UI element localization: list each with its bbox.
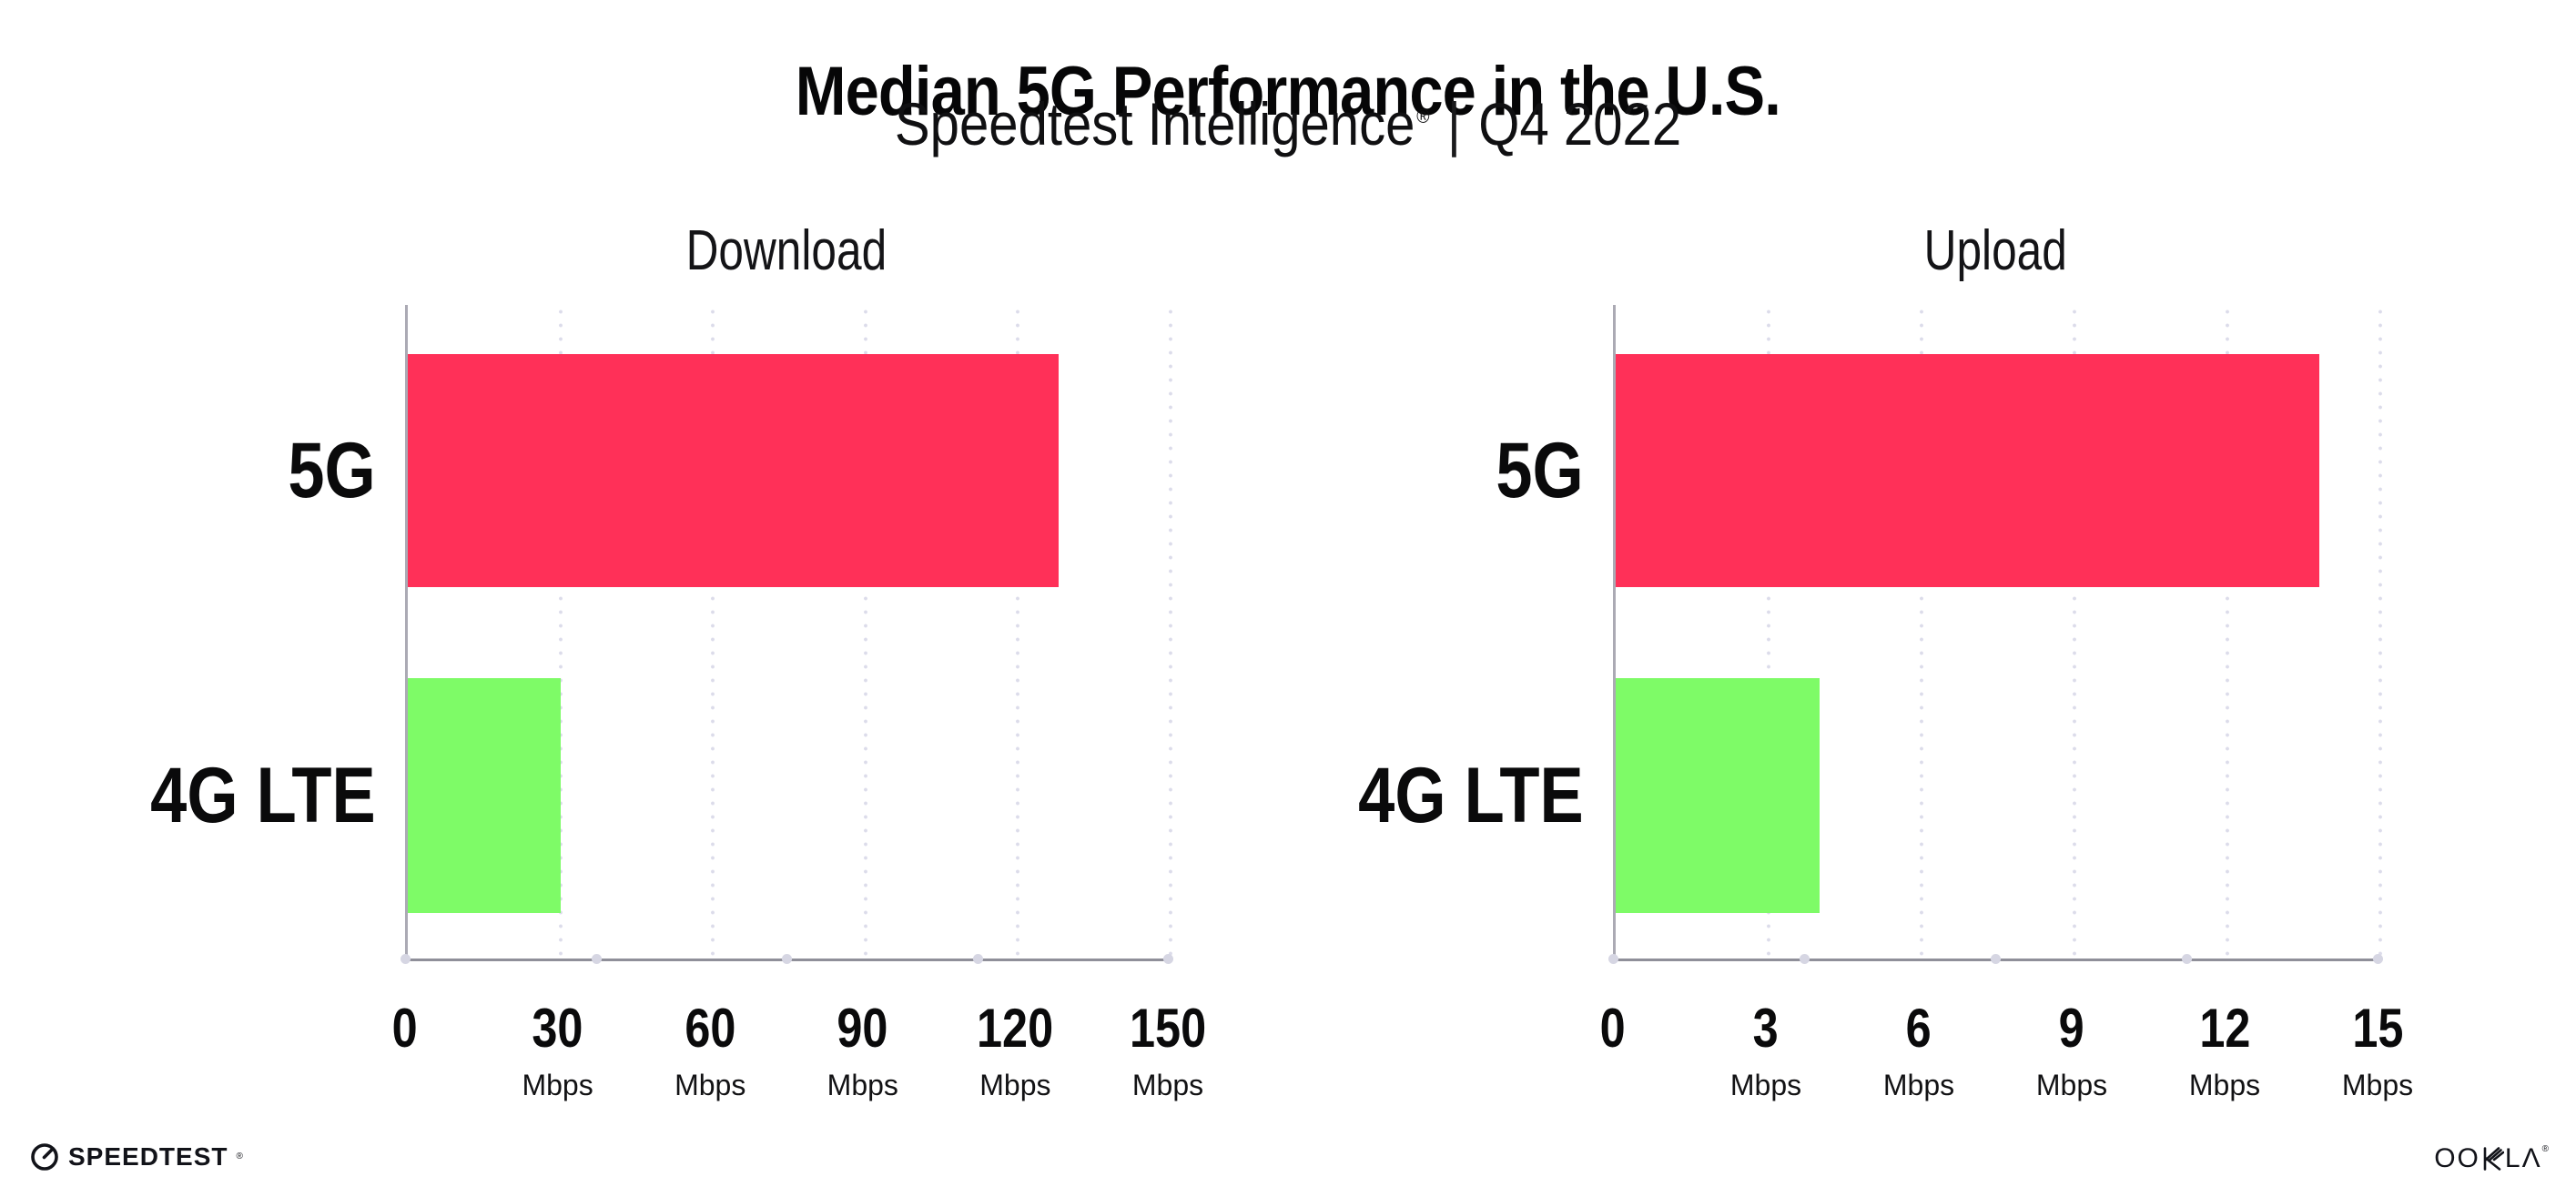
gridline-9: [2073, 305, 2076, 959]
x-tick-unit-12: Mbps: [2188, 1069, 2261, 1101]
x-tick-value: 0: [1599, 998, 1627, 1059]
row-label-5g: 5G: [1231, 427, 1584, 514]
x-tick-value: 3: [1752, 998, 1780, 1059]
x-tick-12: 12: [2106, 1001, 2343, 1056]
gridline-3: [1767, 305, 1770, 959]
axis-dot: [972, 954, 983, 964]
x-tick-60: 60: [592, 1001, 828, 1056]
chart-title-upload: Upload: [1923, 219, 2067, 282]
gridline-30: [558, 305, 563, 959]
ookla-logo: OO LΛ ®: [2434, 1143, 2549, 1174]
gridline-12: [2226, 305, 2229, 959]
bar-5g: [408, 354, 1060, 587]
x-tick-value: 60: [685, 998, 736, 1059]
chart-download: Download 5G 4G LTE 0 30 Mbps 60 Mbps 90 Mbps 120 M…: [23, 218, 1206, 1120]
row-label-text: 5G: [288, 427, 376, 514]
x-tick-value: 90: [837, 998, 888, 1059]
axis-dot: [1608, 954, 1618, 964]
x-tick-90: 90: [745, 1001, 981, 1056]
x-tick-value: 6: [1905, 998, 1932, 1059]
speedtest-gauge-icon: [31, 1143, 58, 1171]
axis-dot: [782, 954, 792, 964]
subtitle-period: Q4 2022: [1478, 90, 1682, 157]
gridline-150: [1169, 305, 1172, 959]
chart-title-download: Download: [685, 219, 887, 282]
gridline-60: [711, 305, 715, 959]
x-tick-value: 9: [2058, 998, 2085, 1059]
x-tick-unit-90: Mbps: [827, 1069, 898, 1101]
axis-dot: [401, 954, 411, 964]
x-tick-value: 0: [391, 998, 419, 1059]
x-tick-15: 15: [2259, 1001, 2496, 1056]
x-tick-3: 3: [1648, 1001, 1884, 1056]
gridline-6: [1920, 305, 1923, 959]
x-tick-unit-60: Mbps: [674, 1069, 746, 1101]
gridline-15: [2378, 305, 2382, 959]
axis-dot: [591, 954, 602, 964]
bar-4g-lte: [408, 678, 561, 913]
speedtest-registered-mark: ®: [236, 1151, 243, 1161]
gridline-120: [1016, 305, 1020, 959]
x-tick-30: 30: [440, 1001, 676, 1056]
axis-dot: [1800, 954, 1810, 964]
row-label-4g-lte: 4G LTE: [1231, 752, 1584, 839]
axis-dot: [2373, 954, 2383, 964]
x-tick-unit-150: Mbps: [1131, 1069, 1204, 1101]
axis-dot: [1991, 954, 2001, 964]
row-label-4g-lte: 4G LTE: [23, 752, 376, 839]
subtitle: Speedtest Intelligence® | Q4 2022: [0, 89, 2576, 158]
x-tick-unit-9: Mbps: [2035, 1069, 2108, 1101]
x-tick-unit-30: Mbps: [522, 1069, 593, 1101]
x-tick-120: 120: [897, 1001, 1133, 1056]
speedtest-logo: SPEEDTEST ®: [29, 1141, 243, 1172]
bar-5g: [1616, 354, 2319, 587]
x-tick-value: 12: [2198, 998, 2251, 1059]
x-tick-unit-15: Mbps: [2341, 1069, 2414, 1101]
axis-dot: [1163, 954, 1173, 964]
ookla-k-glyph: [2483, 1147, 2504, 1171]
row-label-text: 5G: [1496, 427, 1584, 514]
row-label-text: 4G LTE: [1358, 752, 1584, 839]
plot-area-download: [405, 305, 1172, 961]
gridline-90: [863, 305, 867, 959]
bar-4g-lte: [1616, 678, 1820, 913]
subtitle-brand: Speedtest Intelligence: [894, 90, 1415, 157]
plot-area-upload: [1613, 305, 2382, 961]
ookla-registered-mark: ®: [2541, 1144, 2549, 1154]
subtitle-separator: |: [1446, 90, 1461, 157]
x-tick-6: 6: [1800, 1001, 2037, 1056]
x-tick-unit-6: Mbps: [1882, 1069, 1955, 1101]
x-tick-0: 0: [287, 1001, 523, 1056]
speedtest-wordmark: SPEEDTEST: [68, 1142, 228, 1171]
chart-upload: Upload 5G 4G LTE 0 3 Mbps 6 Mbps 9 Mbps 12 Mbps 15 M…: [1231, 218, 2414, 1120]
axis-dot: [2182, 954, 2192, 964]
page-title: Median 5G Performance in the U.S.: [795, 52, 1781, 130]
ookla-wordmark-la: LΛ: [2504, 1143, 2542, 1173]
x-tick-value: 30: [532, 998, 583, 1059]
x-tick-unit-3: Mbps: [1729, 1069, 1802, 1101]
row-label-5g: 5G: [23, 427, 376, 514]
x-tick-150: 150: [1050, 1001, 1286, 1056]
x-tick-value: 15: [2351, 998, 2404, 1059]
x-tick-value: 150: [1129, 998, 1207, 1059]
x-tick-value: 120: [977, 998, 1054, 1059]
x-tick-9: 9: [1953, 1001, 2190, 1056]
x-tick-unit-120: Mbps: [979, 1069, 1051, 1101]
x-tick-0: 0: [1495, 1001, 1731, 1056]
ookla-wordmark-oo: OO: [2434, 1143, 2480, 1173]
row-label-text: 4G LTE: [150, 752, 376, 839]
registered-mark: ®: [1416, 105, 1430, 127]
